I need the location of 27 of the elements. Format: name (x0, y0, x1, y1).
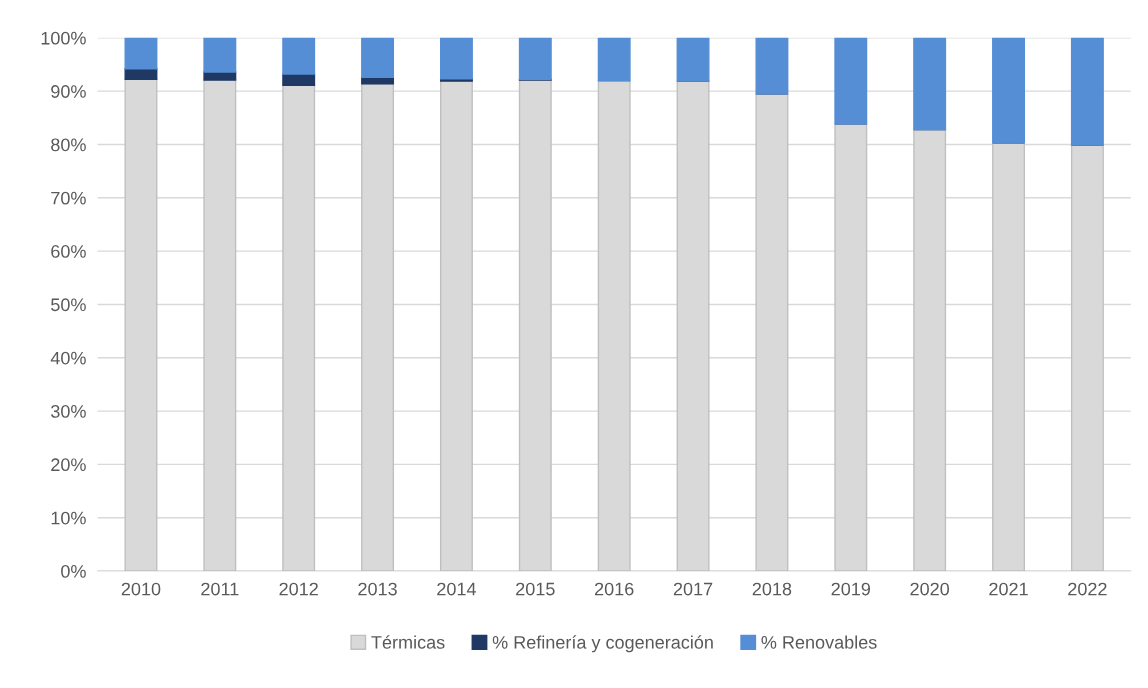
y-tick-label: 0% (61, 564, 86, 578)
y-tick-label: 100% (41, 31, 86, 45)
y-tick-label: 80% (51, 138, 86, 152)
x-tick-label: 2014 (437, 582, 476, 596)
y-tick-label: 40% (50, 351, 86, 365)
x-tick-label: 2011 (201, 582, 239, 596)
y-tick-label: 10% (51, 511, 86, 525)
y-tick-label: 90% (51, 85, 86, 98)
y-tick-label: 60% (51, 245, 86, 258)
x-tick-label: 2020 (910, 582, 950, 596)
x-tick-label: 2022 (1068, 582, 1107, 596)
x-tick-label: 2019 (831, 582, 871, 596)
x-tick-label: 2018 (752, 582, 792, 596)
y-tick-label: 50% (51, 298, 86, 312)
x-tick-label: 2016 (595, 582, 634, 596)
x-tick-label: 2017 (673, 582, 713, 596)
x-tick-label: 2021 (989, 582, 1028, 596)
legend-label: % Renovables (761, 635, 877, 649)
y-tick-label: 20% (51, 458, 86, 472)
x-tick-label: 2012 (279, 582, 318, 596)
x-tick-label: 2015 (516, 582, 555, 596)
y-tick-label: 30% (51, 405, 86, 418)
legend-label: % Refinería y cogeneración (492, 635, 713, 653)
legend-label: Térmicas (371, 635, 445, 649)
x-tick-label: 2013 (358, 582, 397, 596)
y-tick-label: 70% (51, 191, 86, 205)
x-tick-label: 2010 (121, 582, 161, 596)
